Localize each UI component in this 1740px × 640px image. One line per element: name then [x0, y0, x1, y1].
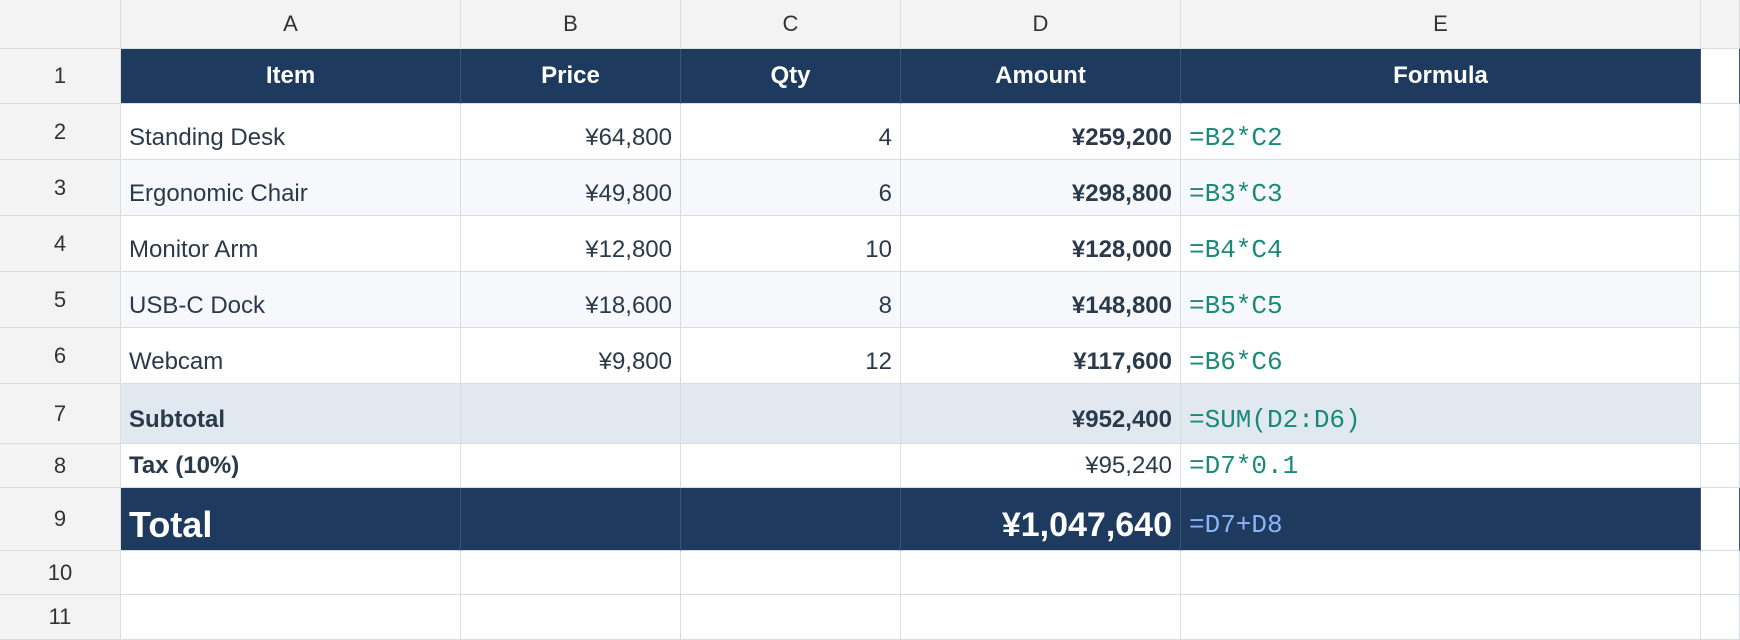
- cell[interactable]: [1181, 595, 1701, 640]
- cell[interactable]: [1701, 384, 1740, 444]
- cell[interactable]: [1701, 488, 1740, 551]
- cell[interactable]: [1701, 328, 1740, 384]
- value-cell[interactable]: ¥64,800: [461, 104, 681, 160]
- column-header[interactable]: B: [461, 0, 681, 49]
- formula-cell[interactable]: =B6*C6: [1181, 328, 1701, 384]
- header-cell[interactable]: Qty: [681, 49, 901, 104]
- cell[interactable]: [461, 384, 681, 444]
- formula-cell[interactable]: =B2*C2: [1181, 104, 1701, 160]
- cell[interactable]: [1701, 551, 1740, 595]
- cell[interactable]: [461, 444, 681, 488]
- column-header: [1701, 0, 1740, 49]
- cell[interactable]: [1701, 216, 1740, 272]
- column-header[interactable]: D: [901, 0, 1181, 49]
- column-header[interactable]: E: [1181, 0, 1701, 49]
- formula-cell[interactable]: =D7*0.1: [1181, 444, 1701, 488]
- value-cell[interactable]: ¥12,800: [461, 216, 681, 272]
- row-header[interactable]: 6: [0, 328, 121, 384]
- value-cell[interactable]: ¥18,600: [461, 272, 681, 328]
- header-cell[interactable]: Item: [121, 49, 461, 104]
- item-cell[interactable]: USB-C Dock: [121, 272, 461, 328]
- value-cell[interactable]: ¥259,200: [901, 104, 1181, 160]
- cell[interactable]: [681, 384, 901, 444]
- cell[interactable]: [901, 595, 1181, 640]
- cell[interactable]: [121, 595, 461, 640]
- cell[interactable]: [901, 551, 1181, 595]
- header-cell[interactable]: Price: [461, 49, 681, 104]
- value-cell[interactable]: ¥148,800: [901, 272, 1181, 328]
- item-cell[interactable]: Standing Desk: [121, 104, 461, 160]
- corner: [0, 0, 121, 49]
- row-header[interactable]: 11: [0, 595, 121, 640]
- value-cell[interactable]: 4: [681, 104, 901, 160]
- row-header[interactable]: 10: [0, 551, 121, 595]
- cell[interactable]: [681, 595, 901, 640]
- column-header[interactable]: A: [121, 0, 461, 49]
- row-header[interactable]: 7: [0, 384, 121, 444]
- cell[interactable]: [1701, 444, 1740, 488]
- value-cell[interactable]: 6: [681, 160, 901, 216]
- value-cell[interactable]: ¥9,800: [461, 328, 681, 384]
- formula-cell[interactable]: =B5*C5: [1181, 272, 1701, 328]
- cell[interactable]: [1701, 595, 1740, 640]
- formula-cell[interactable]: =D7+D8: [1181, 488, 1701, 551]
- item-cell[interactable]: Webcam: [121, 328, 461, 384]
- item-cell[interactable]: Monitor Arm: [121, 216, 461, 272]
- cell[interactable]: [1701, 49, 1740, 104]
- cell[interactable]: [1701, 104, 1740, 160]
- value-cell[interactable]: ¥1,047,640: [901, 488, 1181, 551]
- row-header[interactable]: 4: [0, 216, 121, 272]
- item-cell[interactable]: Total: [121, 488, 461, 551]
- item-cell[interactable]: Ergonomic Chair: [121, 160, 461, 216]
- value-cell[interactable]: ¥117,600: [901, 328, 1181, 384]
- item-cell[interactable]: Subtotal: [121, 384, 461, 444]
- cell[interactable]: [681, 551, 901, 595]
- row-header[interactable]: 2: [0, 104, 121, 160]
- cell[interactable]: [681, 444, 901, 488]
- cell[interactable]: [1701, 272, 1740, 328]
- header-cell[interactable]: Formula: [1181, 49, 1701, 104]
- value-cell[interactable]: 10: [681, 216, 901, 272]
- row-header[interactable]: 9: [0, 488, 121, 551]
- cell[interactable]: [1181, 551, 1701, 595]
- value-cell[interactable]: ¥49,800: [461, 160, 681, 216]
- cell[interactable]: [1701, 160, 1740, 216]
- cell[interactable]: [681, 488, 901, 551]
- formula-cell[interactable]: =SUM(D2:D6): [1181, 384, 1701, 444]
- row-header[interactable]: 5: [0, 272, 121, 328]
- cell[interactable]: [461, 595, 681, 640]
- column-header[interactable]: C: [681, 0, 901, 49]
- value-cell[interactable]: ¥298,800: [901, 160, 1181, 216]
- value-cell[interactable]: ¥95,240: [901, 444, 1181, 488]
- value-cell[interactable]: 8: [681, 272, 901, 328]
- row-header[interactable]: 1: [0, 49, 121, 104]
- value-cell[interactable]: ¥952,400: [901, 384, 1181, 444]
- header-cell[interactable]: Amount: [901, 49, 1181, 104]
- item-cell[interactable]: Tax (10%): [121, 444, 461, 488]
- row-header[interactable]: 8: [0, 444, 121, 488]
- value-cell[interactable]: 12: [681, 328, 901, 384]
- formula-cell[interactable]: =B3*C3: [1181, 160, 1701, 216]
- formula-cell[interactable]: =B4*C4: [1181, 216, 1701, 272]
- cell[interactable]: [461, 551, 681, 595]
- cell[interactable]: [121, 551, 461, 595]
- cell[interactable]: [461, 488, 681, 551]
- row-header[interactable]: 3: [0, 160, 121, 216]
- value-cell[interactable]: ¥128,000: [901, 216, 1181, 272]
